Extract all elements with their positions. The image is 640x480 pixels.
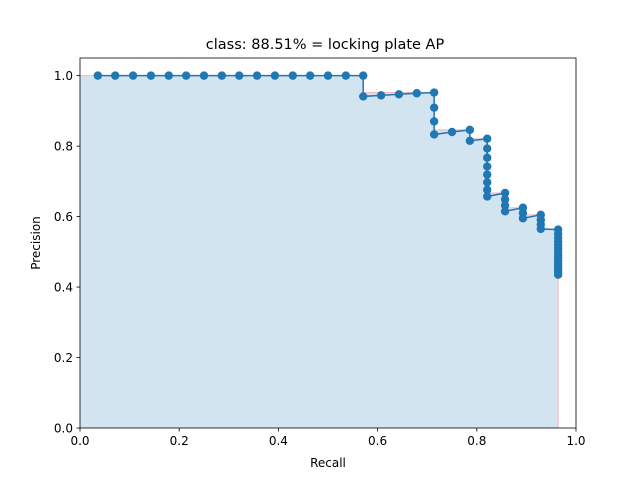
x-tick-label: 0.0	[70, 434, 89, 448]
pr-point	[483, 144, 492, 153]
pr-point	[518, 214, 528, 223]
x-axis-label: Recall	[310, 456, 346, 470]
x-tick-label: 0.6	[368, 434, 387, 448]
pr-point	[128, 71, 138, 80]
pr-point	[483, 134, 492, 143]
pr-point	[305, 71, 315, 80]
pr-point	[164, 71, 173, 80]
pr-point	[341, 71, 351, 80]
y-tick-label: 0.0	[54, 422, 73, 436]
pr-point	[483, 162, 492, 171]
pr-point	[235, 71, 244, 80]
pr-point	[500, 195, 510, 204]
y-tick-label: 0.8	[54, 140, 73, 154]
y-tick-label: 0.6	[54, 210, 73, 224]
pr-point	[252, 71, 262, 80]
pr-point	[429, 117, 439, 126]
pr-point	[217, 71, 227, 80]
pr-point	[483, 153, 492, 162]
ap-area-fill	[80, 75, 559, 428]
plot-area: 0.0 0.2 0.4 0.6 0.8 1.0 0.0 0.2 0.4 0.6 0.8 1.0	[54, 57, 586, 448]
chart-title: class: 88.51% = locking plate AP	[206, 37, 445, 53]
pr-point	[483, 178, 492, 187]
pr-point	[553, 270, 563, 279]
x-tick-label: 0.2	[170, 434, 189, 448]
pr-point	[500, 207, 510, 216]
pr-point	[500, 201, 510, 210]
x-tick-label: 1.0	[566, 434, 585, 448]
pr-point	[500, 188, 510, 198]
pr-point	[181, 71, 191, 80]
pr-point	[483, 192, 492, 201]
pr-point	[288, 71, 297, 80]
pr-point	[93, 71, 103, 80]
pr-point	[429, 130, 439, 139]
pr-point	[429, 88, 439, 97]
y-axis-label: Precision	[29, 216, 43, 270]
pr-point	[359, 92, 368, 101]
pr-point	[323, 71, 333, 80]
y-tick-label: 0.2	[54, 351, 73, 365]
y-tick-label: 0.4	[54, 281, 73, 295]
x-tick-label: 0.8	[467, 434, 486, 448]
pr-point	[483, 170, 492, 179]
pr-point	[270, 71, 280, 80]
axes-frame	[79, 57, 577, 429]
pr-point	[465, 136, 475, 146]
pr-point	[111, 71, 120, 80]
pr-point	[536, 224, 545, 234]
pr-point	[447, 127, 457, 137]
pr-point	[376, 91, 386, 100]
pr-point	[465, 125, 475, 135]
pr-point	[429, 103, 439, 112]
pr-point	[359, 71, 368, 80]
pr-point	[394, 90, 404, 99]
pr-point	[483, 185, 492, 194]
y-tick-label: 1.0	[54, 69, 73, 83]
pr-point	[199, 71, 209, 80]
x-tick-label: 0.4	[269, 434, 288, 448]
pr-point	[146, 71, 156, 80]
pr-point	[412, 89, 421, 98]
